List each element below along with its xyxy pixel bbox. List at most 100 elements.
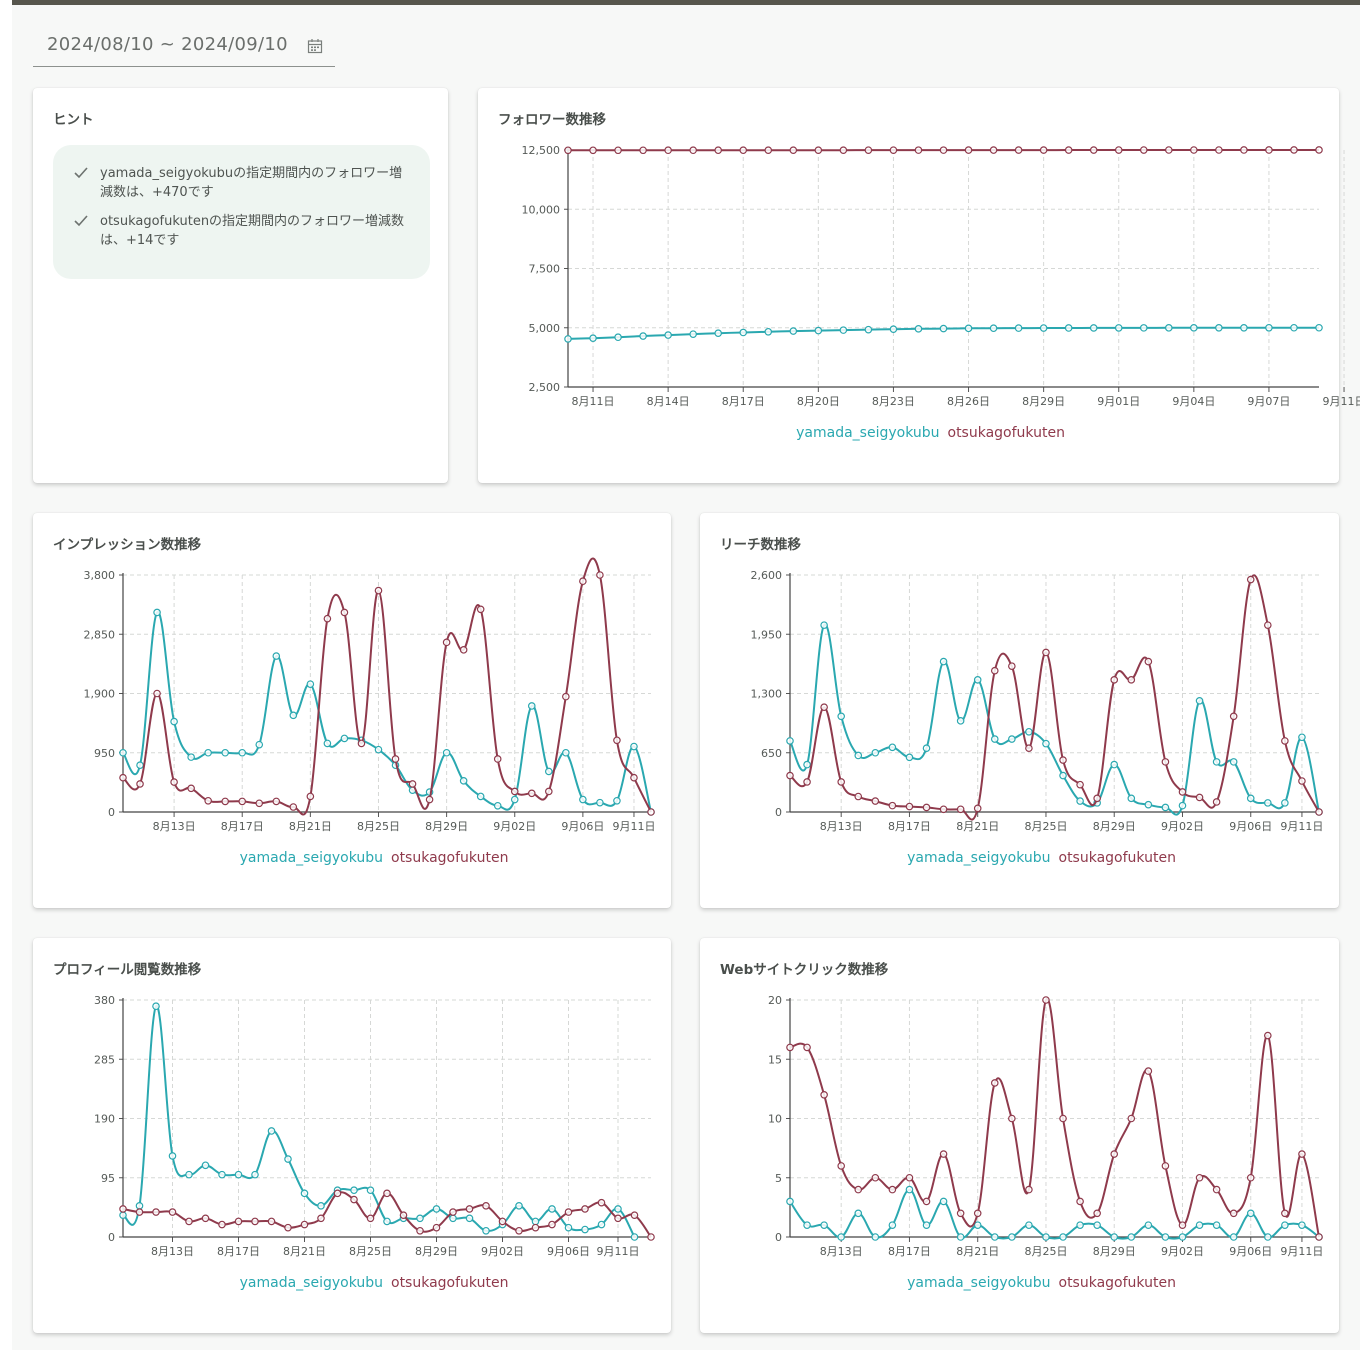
x-tick-label: 9月02日 <box>1161 1245 1204 1258</box>
data-point-otsuka <box>218 1220 226 1229</box>
y-tick-label: 5 <box>775 1172 782 1185</box>
x-tick-label: 9月02日 <box>481 1245 524 1258</box>
data-point-yamada <box>814 326 823 335</box>
x-tick-label: 9月07日 <box>1247 395 1290 408</box>
data-point-yamada <box>1039 324 1048 332</box>
data-point-yamada <box>350 1186 358 1195</box>
data-point-yamada <box>383 1217 391 1226</box>
data-point-yamada <box>1110 760 1119 769</box>
data-point-yamada <box>1212 758 1221 766</box>
followers-chart: 2,500 5,000 7,500 10,000 12,500 8月11日 8月14日 8月1… <box>522 144 1360 441</box>
x-tick-label: 8月25日 <box>1024 820 1067 833</box>
data-point-otsuka <box>922 803 931 812</box>
data-point-yamada <box>630 742 638 751</box>
calendar-icon[interactable] <box>307 38 323 54</box>
data-point-otsuka <box>564 1208 573 1216</box>
y-tick-label: 12,500 <box>522 144 561 157</box>
x-tick-label: 9月02日 <box>493 820 536 833</box>
data-point-yamada <box>889 325 898 333</box>
data-point-yamada <box>238 748 247 757</box>
data-point-yamada <box>973 1221 982 1229</box>
data-point-otsuka <box>306 792 315 801</box>
data-point-otsuka <box>1076 780 1084 789</box>
data-point-otsuka <box>564 146 572 155</box>
data-point-otsuka <box>973 804 982 813</box>
data-point-otsuka <box>1025 744 1033 752</box>
data-point-yamada <box>482 1226 490 1235</box>
data-point-yamada <box>289 711 298 720</box>
data-point-yamada <box>1025 727 1033 736</box>
data-point-yamada <box>1265 323 1273 332</box>
data-point-yamada <box>153 608 161 617</box>
x-tick-label: 8月17日 <box>888 1245 931 1258</box>
data-point-yamada <box>1246 1209 1255 1218</box>
data-point-yamada <box>596 798 604 807</box>
data-point-yamada <box>221 748 229 757</box>
data-point-otsuka <box>1240 146 1248 154</box>
data-point-yamada <box>839 326 848 334</box>
data-point-otsuka <box>597 1198 606 1207</box>
y-tick-label: 380 <box>94 994 115 1007</box>
x-tick-label: 8月21日 <box>289 820 332 833</box>
data-point-yamada <box>1195 696 1204 705</box>
data-point-otsuka <box>1059 756 1067 764</box>
y-tick-label: 950 <box>94 747 115 760</box>
data-point-otsuka <box>1064 146 1073 154</box>
data-point-yamada <box>905 1185 914 1194</box>
data-point-yamada <box>1089 324 1098 332</box>
followers-card: フォロワー数推移 2,500 5,000 7,500 10,000 12,500 8月11… <box>478 88 1360 483</box>
data-point-otsuka <box>990 1079 999 1087</box>
x-tick-label: 8月17日 <box>221 820 264 833</box>
data-point-otsuka <box>340 608 349 617</box>
y-tick-label: 0 <box>775 806 782 819</box>
data-point-yamada <box>135 1202 144 1210</box>
hint-item-text: otsukagofukutenの指定期間内のフォロワー増減数は、+14です <box>100 214 405 248</box>
data-point-yamada <box>562 748 570 757</box>
data-point-otsuka <box>837 1162 845 1170</box>
data-point-yamada <box>1215 323 1223 332</box>
data-point-yamada <box>803 1221 811 1229</box>
y-tick-label: 2,500 <box>529 381 561 394</box>
data-point-otsuka <box>459 646 468 654</box>
x-tick-label: 9月11日 <box>597 1245 640 1258</box>
series-line-otsuka <box>789 997 1320 1238</box>
data-point-otsuka <box>272 797 281 806</box>
data-point-yamada <box>119 1211 127 1219</box>
data-point-otsuka <box>914 146 923 154</box>
data-point-yamada <box>956 1233 965 1241</box>
x-tick-label: 8月17日 <box>722 395 765 408</box>
data-point-otsuka <box>1161 758 1170 766</box>
date-range-field[interactable]: 2024/08/10 ~ 2024/09/10 <box>33 26 335 67</box>
data-point-otsuka <box>1144 657 1153 666</box>
data-point-yamada <box>786 1197 794 1206</box>
data-point-otsuka <box>888 1185 897 1194</box>
data-point-yamada <box>317 1202 325 1210</box>
data-point-otsuka <box>871 1173 880 1182</box>
data-point-yamada <box>956 717 965 725</box>
data-point-yamada <box>515 1202 523 1210</box>
data-point-otsuka <box>1178 788 1187 796</box>
x-tick-label: 9月11日 <box>612 820 655 833</box>
legend-otsuka: otsukagofukuten <box>948 425 1065 441</box>
x-tick-label: 9月06日 <box>1229 1245 1272 1258</box>
data-point-otsuka <box>1265 146 1273 154</box>
data-point-yamada <box>579 795 587 804</box>
impressions-card: インプレッション数推移 0 950 1,900 2,850 3,800 8月13日 8月17… <box>33 513 671 908</box>
data-point-yamada <box>1042 739 1050 748</box>
data-point-otsuka <box>613 736 621 745</box>
data-point-yamada <box>1076 1221 1084 1229</box>
data-point-otsuka <box>1059 1114 1067 1123</box>
check-icon <box>74 167 88 179</box>
y-tick-label: 95 <box>101 1172 115 1185</box>
data-point-otsuka <box>786 1043 794 1052</box>
data-point-otsuka <box>476 605 485 614</box>
data-point-yamada <box>786 737 794 745</box>
data-point-yamada <box>531 1217 540 1226</box>
y-tick-label: 20 <box>768 994 782 1007</box>
reach-title: リーチ数推移 <box>720 537 801 553</box>
data-point-yamada <box>1161 1233 1170 1241</box>
data-point-yamada <box>888 743 897 752</box>
data-point-yamada <box>1144 1221 1153 1229</box>
data-point-otsuka <box>510 787 519 796</box>
legend-yamada: yamada_seigyokubu <box>240 850 383 866</box>
